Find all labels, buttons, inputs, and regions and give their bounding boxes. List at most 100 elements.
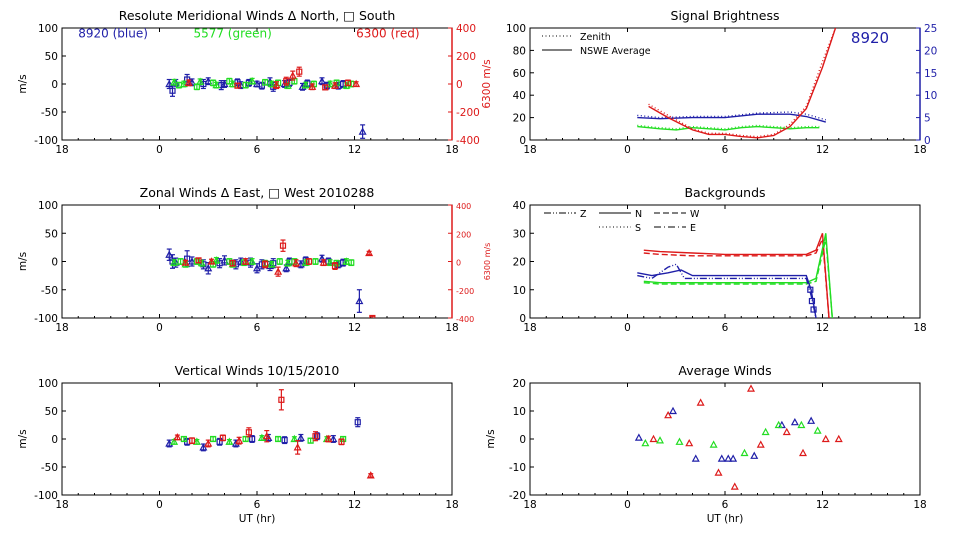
x-tick-label: 18: [523, 499, 536, 511]
x-tick-label: 12: [816, 322, 829, 334]
data-point: [236, 80, 245, 89]
data-point: [750, 451, 759, 459]
right-tick-label: 5: [924, 113, 931, 125]
y-tick-label: -50: [41, 285, 58, 297]
right-tick-label: 25: [924, 23, 937, 35]
plot-frame: [529, 382, 921, 496]
data-point: [281, 437, 288, 444]
series-6300: [184, 66, 361, 91]
y-tick-label: 0: [519, 434, 526, 446]
data-point: [258, 261, 265, 268]
series-8920: [165, 417, 361, 452]
chart-title: Resolute Meridional Winds Δ North, □ Sou…: [119, 8, 396, 23]
legend-label: Z: [580, 209, 587, 220]
y-tick-label: -50: [41, 107, 58, 119]
data-point: [216, 438, 223, 445]
data-point: [729, 454, 738, 462]
series-line: [648, 28, 837, 139]
y-tick-label: 0: [51, 79, 58, 91]
x-tick-label: 18: [55, 144, 68, 156]
data-point: [810, 306, 817, 313]
data-point: [267, 79, 276, 88]
legend-label: N: [635, 209, 642, 220]
data-point: [184, 78, 193, 86]
x-tick-label: 18: [445, 322, 458, 334]
data-point: [369, 314, 376, 318]
data-point: [317, 254, 327, 262]
right-tick-label: 400: [456, 202, 471, 211]
data-point: [288, 71, 297, 79]
data-point: [276, 258, 283, 265]
data-point: [275, 435, 282, 443]
data-point: [170, 78, 179, 86]
data-point: [342, 257, 351, 265]
x-tick-label: 18: [523, 322, 536, 334]
data-point: [296, 260, 305, 268]
data-point: [312, 258, 319, 265]
y-tick-label: 40: [513, 90, 526, 102]
data-point: [340, 259, 347, 266]
y-axis-label: m/s: [17, 429, 29, 448]
legend-label: S: [635, 223, 641, 234]
x-tick-label: 12: [348, 144, 361, 156]
data-point: [326, 258, 335, 266]
series-line: [637, 111, 826, 121]
data-point: [283, 258, 292, 267]
series-8920-average: [637, 113, 826, 123]
data-point: [187, 257, 197, 265]
series-6300: [173, 389, 375, 479]
y-tick-label: 20: [513, 257, 526, 269]
x-tick-label: 18: [445, 499, 458, 511]
data-point: [354, 419, 361, 426]
y-tick-label: 0: [519, 135, 526, 147]
x-axis-label: UT (hr): [707, 513, 744, 525]
x-tick-label: 18: [913, 144, 926, 156]
data-point: [717, 454, 726, 462]
data-point: [664, 410, 673, 419]
right-tick-label: -200: [456, 287, 474, 296]
plot-area: [634, 384, 843, 490]
data-point: [283, 78, 290, 85]
series-blue-Z: [637, 263, 817, 318]
data-point: [229, 260, 236, 267]
data-point: [225, 437, 234, 445]
data-point: [319, 258, 328, 266]
data-point: [192, 437, 201, 445]
series-6300: [181, 239, 376, 318]
x-tick-label: 12: [348, 499, 361, 511]
y-tick-label: 40: [513, 200, 526, 212]
legend-label: Zenith: [580, 32, 611, 43]
data-point: [312, 433, 319, 440]
series-line: [643, 238, 833, 318]
legend-annotation: 6300 (red): [356, 27, 419, 41]
y-tick-label: 30: [513, 228, 526, 240]
data-point: [242, 82, 249, 89]
right-tick-label: 0: [456, 259, 461, 268]
panel-zonal: Zonal Winds Δ East, □ West 2010288 18 0 6 12…: [17, 185, 492, 334]
data-point: [169, 87, 176, 94]
x-axis-label: UT (hr): [239, 513, 276, 525]
data-point: [220, 79, 229, 88]
wavelength-annotation: 8920: [851, 29, 889, 47]
data-point: [228, 79, 237, 88]
data-point: [210, 435, 217, 443]
data-point: [220, 256, 229, 264]
legend-label: E: [690, 223, 696, 234]
data-point: [241, 257, 250, 265]
data-point: [204, 264, 213, 272]
data-point: [740, 448, 749, 457]
data-point: [691, 454, 700, 462]
plot-area: [165, 239, 376, 318]
right-tick-label: 400: [456, 23, 476, 35]
chart-title: Zonal Winds Δ East, □ West 2010288: [140, 185, 375, 200]
series-line: [648, 28, 837, 138]
x-tick-label: 6: [254, 499, 261, 511]
data-point: [338, 438, 345, 445]
x-tick-label: 18: [913, 322, 926, 334]
y-tick-label: 10: [513, 406, 526, 418]
series-blue-markers: [807, 286, 817, 313]
data-point: [746, 384, 756, 392]
plot-area: [637, 28, 837, 139]
data-point: [267, 260, 276, 268]
panel-vertical: Vertical Winds 10/15/2010 18 0 6 12 18 100 50 0 -…: [17, 363, 459, 525]
